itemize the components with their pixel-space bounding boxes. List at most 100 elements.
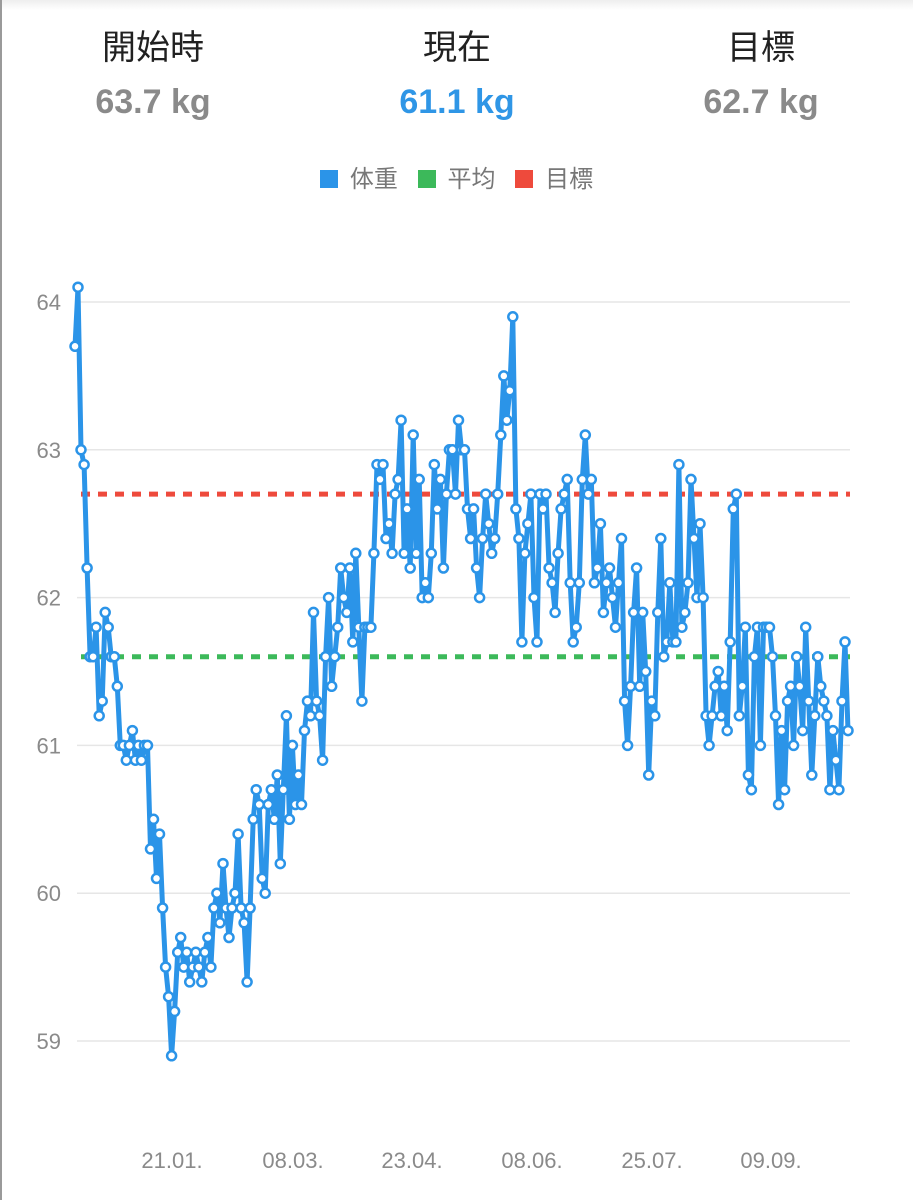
data-point[interactable]: [787, 739, 800, 752]
data-point[interactable]: [250, 783, 262, 796]
data-point[interactable]: [298, 724, 311, 737]
data-point[interactable]: [706, 710, 718, 722]
data-point[interactable]: [365, 621, 377, 633]
data-point[interactable]: [815, 680, 827, 693]
data-point[interactable]: [410, 547, 422, 560]
data-point[interactable]: [784, 680, 797, 693]
data-point[interactable]: [649, 710, 661, 722]
data-point[interactable]: [190, 946, 202, 959]
data-point[interactable]: [682, 577, 694, 589]
data-point[interactable]: [543, 562, 555, 574]
weight-series[interactable]: [69, 281, 854, 1062]
data-point[interactable]: [818, 695, 830, 707]
data-point[interactable]: [579, 429, 592, 441]
data-point[interactable]: [401, 503, 413, 515]
data-point[interactable]: [540, 488, 552, 500]
data-point[interactable]: [633, 680, 646, 693]
data-point[interactable]: [775, 724, 788, 737]
data-point[interactable]: [522, 517, 534, 530]
data-point[interactable]: [265, 783, 278, 796]
data-point[interactable]: [183, 976, 196, 988]
data-point[interactable]: [75, 444, 87, 456]
data-point[interactable]: [467, 503, 480, 515]
data-point[interactable]: [398, 547, 410, 560]
data-point[interactable]: [120, 754, 133, 766]
legend-item-goal[interactable]: 目標: [515, 164, 593, 194]
data-point[interactable]: [501, 414, 513, 426]
data-point[interactable]: [546, 577, 558, 589]
data-point[interactable]: [570, 621, 582, 633]
data-point[interactable]: [458, 444, 471, 456]
data-point[interactable]: [697, 591, 709, 604]
data-point[interactable]: [419, 577, 432, 589]
data-point[interactable]: [615, 532, 628, 545]
data-point[interactable]: [452, 414, 465, 426]
data-point[interactable]: [778, 783, 791, 796]
data-point[interactable]: [238, 917, 250, 929]
data-point[interactable]: [655, 532, 667, 545]
data-point[interactable]: [328, 650, 341, 663]
data-point[interactable]: [485, 547, 498, 560]
data-point[interactable]: [528, 591, 540, 604]
data-point[interactable]: [174, 931, 187, 944]
data-point[interactable]: [676, 621, 688, 633]
data-point[interactable]: [561, 473, 573, 486]
data-point[interactable]: [368, 547, 380, 560]
data-point[interactable]: [582, 488, 595, 500]
data-point[interactable]: [141, 739, 154, 752]
data-point[interactable]: [428, 458, 441, 471]
data-point[interactable]: [824, 783, 836, 796]
data-point[interactable]: [799, 621, 812, 633]
data-point[interactable]: [126, 724, 139, 737]
data-point[interactable]: [519, 547, 531, 560]
data-point[interactable]: [108, 650, 121, 663]
data-point[interactable]: [205, 961, 217, 973]
data-point[interactable]: [165, 1050, 178, 1062]
data-point[interactable]: [404, 562, 416, 574]
data-point[interactable]: [585, 473, 598, 486]
data-point[interactable]: [573, 577, 586, 589]
data-point[interactable]: [603, 562, 616, 574]
data-point[interactable]: [271, 769, 284, 781]
data-point[interactable]: [286, 739, 299, 752]
data-point[interactable]: [516, 636, 528, 648]
data-point[interactable]: [431, 503, 444, 515]
data-point[interactable]: [102, 621, 114, 633]
data-point[interactable]: [268, 813, 281, 826]
data-point[interactable]: [144, 843, 157, 855]
data-point[interactable]: [806, 769, 818, 781]
data-point[interactable]: [389, 488, 401, 500]
data-point[interactable]: [341, 606, 353, 619]
data-point[interactable]: [609, 621, 622, 633]
legend-item-weight[interactable]: 体重: [319, 164, 398, 194]
data-point[interactable]: [193, 961, 205, 973]
data-point[interactable]: [772, 798, 785, 811]
data-point[interactable]: [232, 828, 244, 840]
data-point[interactable]: [392, 473, 404, 486]
data-point[interactable]: [78, 458, 90, 471]
data-point[interactable]: [295, 798, 308, 811]
data-point[interactable]: [645, 695, 658, 707]
data-point[interactable]: [147, 813, 160, 826]
data-point[interactable]: [482, 517, 495, 530]
data-point[interactable]: [199, 946, 211, 959]
data-point[interactable]: [374, 473, 386, 486]
data-point[interactable]: [322, 591, 335, 604]
data-point[interactable]: [670, 636, 682, 648]
data-point[interactable]: [606, 591, 619, 604]
data-point[interactable]: [739, 621, 752, 633]
data-point[interactable]: [712, 665, 724, 678]
data-point[interactable]: [673, 458, 685, 471]
data-point[interactable]: [162, 990, 175, 1003]
data-point[interactable]: [802, 695, 815, 707]
data-point[interactable]: [552, 547, 564, 560]
data-point[interactable]: [639, 665, 652, 678]
data-point[interactable]: [437, 562, 450, 574]
data-point[interactable]: [159, 961, 172, 973]
data-point[interactable]: [81, 562, 93, 574]
data-point[interactable]: [549, 606, 561, 619]
data-point[interactable]: [727, 503, 740, 515]
data-point[interactable]: [736, 680, 749, 693]
data-point[interactable]: [769, 710, 782, 722]
data-point[interactable]: [256, 872, 268, 885]
